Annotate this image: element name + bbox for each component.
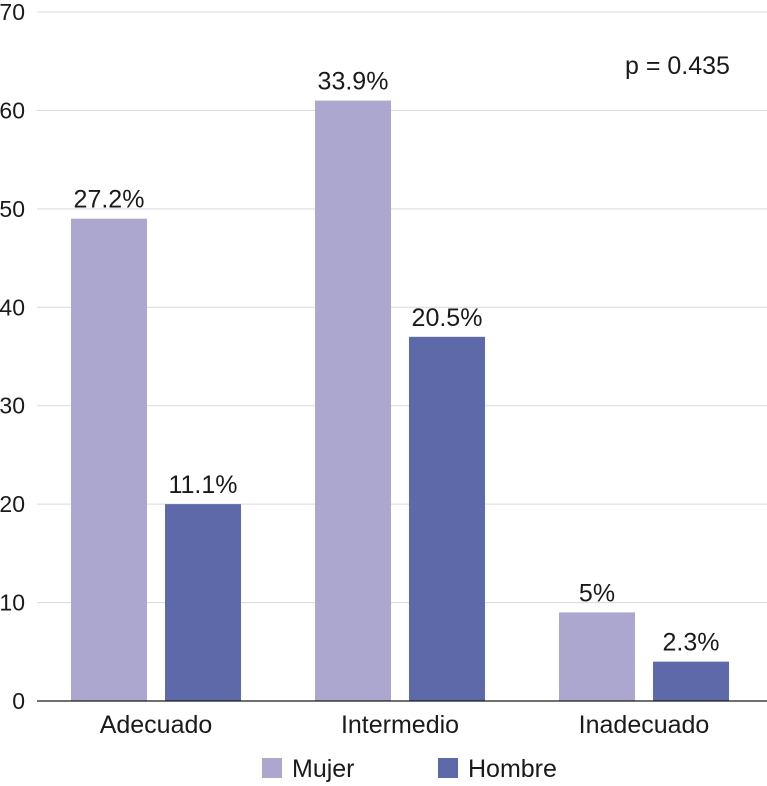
y-axis-ticks: 0 10 20 30 40 50 60 70: [0, 0, 25, 714]
data-label: 5%: [579, 579, 615, 607]
y-tick-label: 10: [0, 590, 25, 616]
legend-label-mujer: Mujer: [292, 755, 355, 783]
bar-mujer-adecuado: [71, 218, 147, 701]
y-tick-label: 50: [0, 196, 25, 222]
bar-mujer-inadecuado: [559, 612, 635, 701]
y-tick-label: 40: [0, 294, 25, 320]
bar-hombre-adecuado: [165, 504, 241, 701]
data-label: 11.1%: [168, 471, 237, 499]
bar-hombre-inadecuado: [653, 661, 729, 701]
y-tick-label: 60: [0, 97, 25, 123]
legend: Mujer Hombre: [262, 755, 557, 783]
category-label: Adecuado: [100, 711, 213, 739]
bar-hombre-intermedio: [409, 336, 485, 701]
y-tick-label: 70: [0, 0, 25, 25]
legend-swatch-hombre: [438, 758, 458, 778]
bars: [71, 100, 729, 702]
data-labels: 27.2% 11.1% 33.9% 20.5% 5% 2.3%: [74, 68, 720, 657]
category-label: Inadecuado: [579, 711, 710, 739]
data-label: 33.9%: [318, 68, 389, 96]
y-tick-label: 0: [12, 688, 25, 714]
category-label: Intermedio: [341, 711, 459, 739]
data-label: 2.3%: [663, 629, 720, 657]
p-value-annotation: p = 0.435: [625, 52, 730, 80]
y-tick-label: 20: [0, 491, 25, 517]
legend-swatch-mujer: [262, 758, 282, 778]
gridlines: [37, 11, 767, 604]
category-labels: Adecuado Intermedio Inadecuado: [100, 711, 710, 739]
data-label: 20.5%: [412, 304, 483, 332]
bar-mujer-intermedio: [315, 100, 391, 702]
data-label: 27.2%: [74, 186, 145, 214]
y-tick-label: 30: [0, 393, 25, 419]
legend-label-hombre: Hombre: [468, 755, 557, 783]
